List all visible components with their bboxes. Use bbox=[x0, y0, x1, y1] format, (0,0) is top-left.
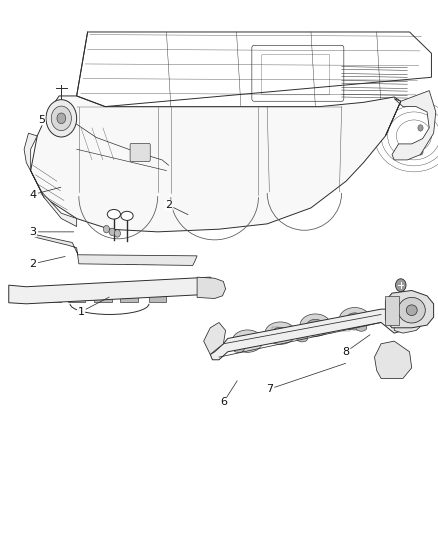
Text: 8: 8 bbox=[343, 347, 350, 357]
Ellipse shape bbox=[339, 308, 370, 330]
Bar bbox=[307, 325, 314, 334]
Ellipse shape bbox=[233, 346, 244, 353]
Ellipse shape bbox=[346, 313, 363, 325]
Polygon shape bbox=[210, 309, 412, 360]
Bar bbox=[289, 326, 297, 335]
Polygon shape bbox=[31, 96, 401, 232]
Polygon shape bbox=[197, 277, 226, 298]
Bar bbox=[149, 286, 166, 302]
Ellipse shape bbox=[297, 335, 307, 342]
Circle shape bbox=[57, 113, 66, 124]
Bar bbox=[324, 323, 332, 333]
Bar bbox=[385, 296, 399, 325]
Ellipse shape bbox=[107, 209, 120, 219]
Ellipse shape bbox=[403, 316, 416, 327]
Circle shape bbox=[418, 125, 423, 131]
Circle shape bbox=[114, 230, 120, 237]
Circle shape bbox=[109, 228, 115, 236]
Text: 3: 3 bbox=[29, 227, 36, 237]
Circle shape bbox=[51, 106, 71, 131]
Text: 2: 2 bbox=[29, 259, 36, 269]
Text: 6: 6 bbox=[220, 398, 227, 407]
Bar bbox=[272, 327, 279, 337]
Circle shape bbox=[46, 100, 77, 137]
Bar bbox=[125, 257, 137, 264]
FancyBboxPatch shape bbox=[130, 143, 150, 161]
Polygon shape bbox=[35, 235, 197, 265]
Ellipse shape bbox=[406, 305, 417, 316]
Bar bbox=[120, 286, 138, 302]
Polygon shape bbox=[385, 91, 436, 160]
Ellipse shape bbox=[209, 333, 220, 344]
Ellipse shape bbox=[265, 322, 296, 344]
Ellipse shape bbox=[307, 319, 324, 331]
Circle shape bbox=[396, 279, 406, 292]
Circle shape bbox=[418, 149, 423, 155]
Ellipse shape bbox=[121, 211, 133, 221]
Polygon shape bbox=[394, 309, 425, 333]
Polygon shape bbox=[9, 277, 215, 304]
Bar bbox=[142, 258, 155, 264]
Circle shape bbox=[403, 149, 408, 155]
Text: 2: 2 bbox=[165, 200, 172, 210]
Ellipse shape bbox=[384, 351, 403, 372]
Text: 4: 4 bbox=[29, 190, 36, 199]
Polygon shape bbox=[204, 322, 226, 354]
Polygon shape bbox=[385, 290, 434, 328]
Text: 1: 1 bbox=[78, 307, 85, 317]
Bar bbox=[90, 256, 102, 262]
Text: 5: 5 bbox=[38, 115, 45, 125]
Polygon shape bbox=[374, 341, 412, 378]
Bar bbox=[94, 286, 112, 302]
Ellipse shape bbox=[398, 297, 425, 323]
Bar bbox=[107, 257, 120, 263]
Bar bbox=[44, 286, 61, 302]
Bar bbox=[68, 286, 85, 302]
Polygon shape bbox=[24, 133, 77, 227]
Ellipse shape bbox=[356, 324, 367, 331]
Ellipse shape bbox=[272, 327, 289, 339]
Ellipse shape bbox=[300, 314, 331, 336]
Circle shape bbox=[103, 225, 110, 233]
Ellipse shape bbox=[232, 330, 263, 352]
Ellipse shape bbox=[239, 335, 256, 347]
Bar bbox=[342, 322, 350, 332]
Text: 7: 7 bbox=[266, 384, 273, 394]
